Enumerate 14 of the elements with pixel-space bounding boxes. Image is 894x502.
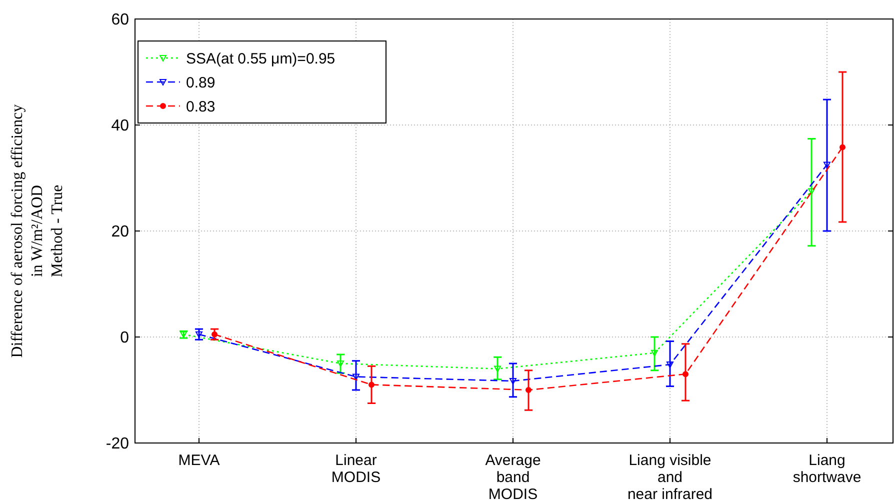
- legend-label: 0.83: [186, 98, 216, 116]
- y-tick-label: 0: [120, 330, 130, 347]
- x-tick-label: MEVA: [178, 452, 220, 469]
- x-tick-label: Liang shortwave: [792, 452, 862, 486]
- x-tick-label: Liang visible and near infrared: [627, 452, 713, 502]
- x-tick-label: Linear MODIS: [331, 452, 381, 486]
- x-tick-label: Average band MODIS: [485, 452, 541, 502]
- legend-label: SSA(at 0.55 μm)=0.95: [186, 50, 336, 68]
- y-tick-label: -20: [106, 436, 130, 453]
- y-axis-title: Difference of aerosol forcing efficiency in W/m²/AOD Method - True: [9, 104, 66, 358]
- y-tick-label: 20: [111, 224, 130, 241]
- y-tick-label: 40: [111, 118, 130, 135]
- y-tick-label: 60: [111, 12, 130, 29]
- legend-label: 0.89: [186, 74, 216, 92]
